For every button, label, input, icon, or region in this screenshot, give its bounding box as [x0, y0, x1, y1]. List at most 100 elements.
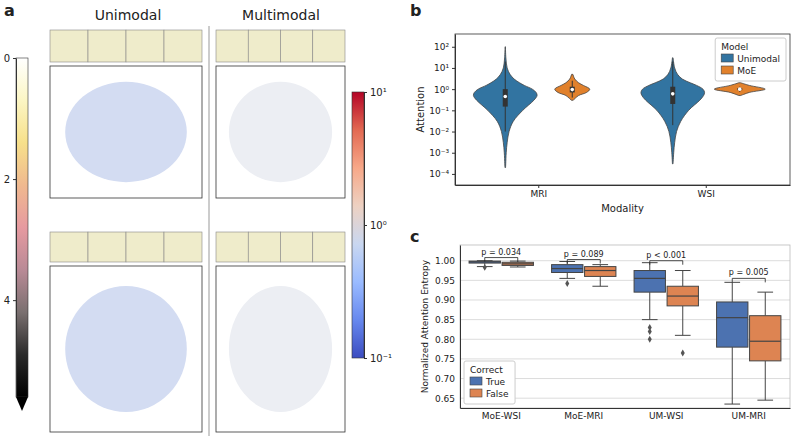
- y-axis-title: Normalized Attention Entropy: [420, 259, 430, 393]
- image-tile: [88, 232, 126, 262]
- image-frame: [50, 266, 202, 432]
- whisker-cap: [724, 404, 740, 405]
- tick-label: 0.65: [435, 394, 455, 404]
- tick-label: 1.00: [435, 256, 455, 266]
- tick-mark: [13, 179, 16, 180]
- tick: 10⁰: [364, 220, 387, 231]
- tick-label: UM-WSI: [649, 411, 684, 421]
- tick-mark: [13, 300, 16, 301]
- tick-label: 2: [4, 174, 10, 185]
- tick-mark: [364, 92, 367, 93]
- image-tile: [164, 30, 202, 62]
- outlier: [483, 264, 487, 271]
- violin: [714, 83, 765, 96]
- median: [750, 341, 781, 342]
- outlier: [681, 350, 685, 357]
- tick-label: 0.70: [435, 374, 455, 384]
- tick-label: 0.95: [435, 276, 455, 286]
- median: [634, 278, 665, 279]
- tick: 10¹: [364, 87, 387, 98]
- whisker: [682, 306, 683, 335]
- tick: UM-WSI: [649, 408, 684, 421]
- plot-frame: [455, 34, 790, 185]
- significance-bracket: [650, 261, 683, 265]
- tick-mark: [452, 68, 455, 69]
- figure: aUnimodalMultimodal02410⁻¹10⁰10¹bMRIWSI1…: [0, 0, 800, 440]
- tick: 0.90: [435, 295, 460, 305]
- tick-mark: [364, 225, 367, 226]
- plot-marks: [469, 261, 781, 404]
- box: [585, 267, 616, 277]
- violin-median: [738, 87, 742, 91]
- tick: 0.70: [435, 374, 460, 384]
- tick: 10⁻³: [429, 148, 455, 158]
- panel-title: Multimodal: [242, 7, 320, 23]
- x-axis-line: [461, 408, 791, 409]
- legend-label: Unimodal: [737, 54, 780, 64]
- image-tile: [50, 30, 88, 62]
- tick: 0.95: [435, 276, 460, 286]
- x-axis: MoE-WSI MoE-MRI UM-WSI UM-MRI: [461, 408, 791, 421]
- tick-label: 0.90: [435, 295, 455, 305]
- violin-box: [570, 87, 575, 93]
- tick: MRI: [530, 185, 547, 199]
- tick: MoE-MRI: [564, 408, 603, 421]
- legend-box: [715, 38, 786, 81]
- tick-mark: [364, 358, 367, 359]
- legend-box: [464, 361, 515, 404]
- legend-swatch: [470, 377, 482, 385]
- grid-line: [460, 280, 790, 281]
- violin: [641, 58, 705, 164]
- image-placeholder: [65, 286, 187, 412]
- tick: 10²: [434, 42, 455, 52]
- violin: [473, 47, 537, 168]
- y-axis-line: [455, 35, 456, 186]
- tick-mark: [13, 58, 16, 59]
- p-value: p < 0.001: [646, 251, 686, 260]
- tick: 0.80: [435, 335, 460, 345]
- tick-label: 10⁻¹: [429, 106, 449, 116]
- grid-line: [460, 358, 790, 359]
- box: [634, 271, 665, 293]
- image-placeholder: [65, 82, 187, 182]
- tick: UM-MRI: [732, 408, 766, 421]
- panel-b: bMRIWSI10⁻⁴10⁻³10⁻²10⁻¹10⁰10¹10²Modality…: [410, 1, 791, 214]
- violin-median: [671, 92, 675, 96]
- image-tile: [313, 30, 345, 62]
- panel-letter: c: [410, 227, 419, 246]
- tick-label: UM-MRI: [732, 411, 766, 421]
- tick: 0.65: [435, 394, 460, 404]
- tick-mark: [452, 110, 455, 111]
- tick-label: WSI: [698, 189, 715, 199]
- tick-mark: [452, 174, 455, 175]
- colorbar: [352, 92, 364, 358]
- tick-label: 10¹: [434, 63, 449, 73]
- legend-swatch: [721, 66, 733, 74]
- image-tile: [281, 232, 313, 262]
- tick: 1.00: [435, 256, 460, 266]
- box: [667, 286, 698, 306]
- tick-label: 10⁻⁴: [429, 169, 449, 179]
- violin-box: [503, 89, 508, 106]
- whisker: [732, 347, 733, 404]
- y-axis: 10⁻⁴10⁻³10⁻²10⁻¹10⁰10¹10²: [429, 35, 455, 186]
- tick-label: MoE-WSI: [482, 411, 521, 421]
- tick-mark: [452, 89, 455, 90]
- p-value: p = 0.005: [729, 268, 769, 277]
- violin-median: [503, 95, 507, 99]
- median: [717, 317, 748, 318]
- whisker: [732, 282, 733, 302]
- image-placeholder: [229, 286, 332, 412]
- x-axis-title: Modality: [601, 203, 644, 214]
- legend: ModelUnimodalMoE: [715, 38, 786, 81]
- grid-line: [460, 260, 790, 261]
- y-axis-line: [460, 246, 461, 409]
- box: [717, 302, 748, 347]
- legend: CorrectTrueFalse: [464, 361, 515, 404]
- image-frame: [216, 66, 345, 198]
- colorbar-axis: 024: [4, 53, 17, 398]
- median: [502, 263, 533, 264]
- tick-label: 0.85: [435, 315, 455, 325]
- plot-frame: [460, 245, 790, 408]
- whisker-cap: [559, 278, 575, 279]
